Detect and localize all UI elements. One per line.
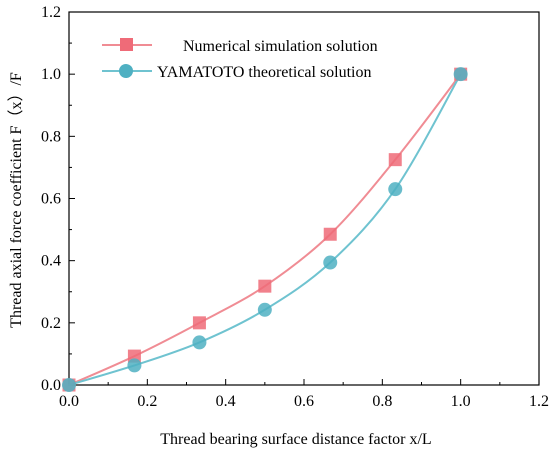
x-tick-label: 0.8: [372, 393, 392, 410]
legend-label-numerical: Numerical simulation solution: [183, 38, 378, 55]
axis-ticks: 0.0 0.2 0.4 0.6 0.8 1.0 1.2 0.0 0.2 0.4 0.6 0.8 1.0 1…: [41, 4, 549, 410]
x-tick-label: 0.4: [216, 393, 236, 410]
point-1-5: [388, 182, 403, 197]
y-tick-label: 1.2: [41, 4, 61, 21]
x-tick-label: 1.0: [451, 393, 471, 410]
legend-entry-numerical: Numerical simulation solution: [102, 38, 378, 55]
x-tick-label: 0.6: [294, 393, 314, 410]
y-tick-label: 0.2: [41, 315, 61, 332]
x-tick-label: 0.2: [137, 393, 157, 410]
series-line-0: [68, 73, 462, 386]
point-1-3: [257, 302, 272, 317]
y-tick-label: 0.8: [41, 128, 61, 145]
point-0-2: [192, 316, 206, 330]
x-axis-title: Thread bearing surface distance factor x…: [160, 431, 431, 448]
y-axis-title: Thread axial force coefficient F（x）/F: [7, 72, 25, 328]
legend: Numerical simulation solution YAMATOTO t…: [102, 38, 378, 81]
point-0-4: [323, 227, 337, 241]
legend-entry-yamatoto: YAMATOTO theoretical solution: [102, 64, 372, 81]
x-tick-label: 0.0: [59, 393, 79, 410]
series-layer: [62, 67, 468, 392]
point-1-0: [62, 378, 76, 392]
legend-label-yamatoto: YAMATOTO theoretical solution: [157, 64, 372, 81]
point-1-6: [453, 67, 468, 82]
y-tick-label: 0.4: [41, 253, 61, 270]
point-1-4: [323, 255, 338, 270]
point-1-2: [192, 335, 207, 350]
y-tick-label: 0.0: [41, 377, 61, 394]
point-0-5: [388, 153, 402, 167]
point-0-3: [258, 279, 272, 293]
legend-marker-numerical: [120, 38, 133, 51]
y-tick-label: 1.0: [41, 66, 61, 83]
x-tick-label: 1.2: [529, 393, 549, 410]
point-1-1: [127, 358, 142, 373]
legend-marker-yamatoto: [119, 64, 133, 78]
series-line-1: [68, 73, 462, 386]
y-tick-label: 0.6: [41, 191, 61, 208]
